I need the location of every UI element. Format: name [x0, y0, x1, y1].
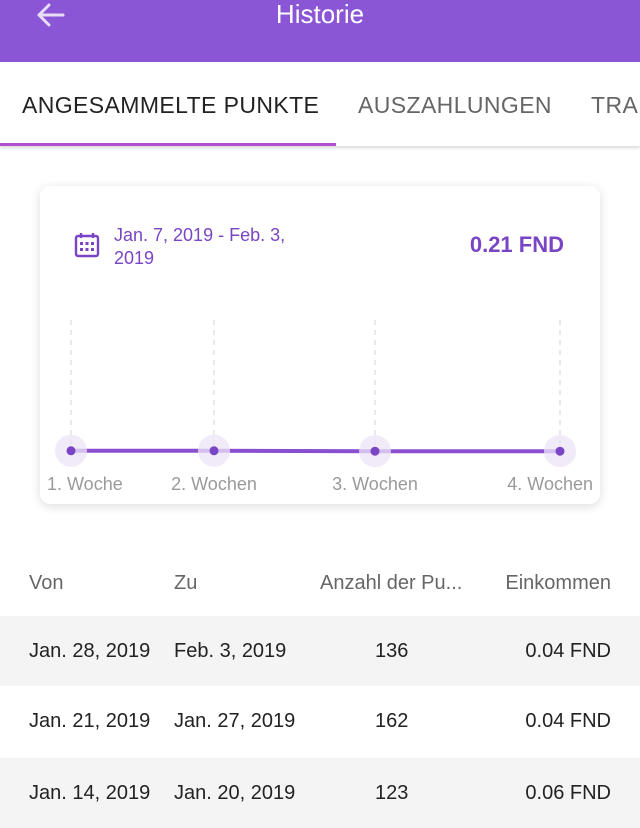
x-tick-label: 3. Wochen: [332, 474, 418, 494]
table-row: Jan. 28, 2019 Feb. 3, 2019 136 0.04 FND: [0, 616, 640, 686]
table-row: Jan. 14, 2019 Jan. 20, 2019 123 0.06 FND: [0, 758, 640, 828]
tab-auszahlungen[interactable]: AUSZAHLUNGEN: [358, 62, 552, 146]
column-header-zu: Zu: [174, 572, 197, 595]
cell-zu: Feb. 3, 2019: [174, 640, 286, 663]
tab-indicator: [0, 143, 336, 146]
tab-bar: ANGESAMMELTE PUNKTE AUSZAHLUNGEN TRA: [0, 62, 640, 146]
column-header-von: Von: [29, 572, 63, 595]
cell-einkommen: 0.06 FND: [525, 782, 611, 805]
cell-von: Jan. 28, 2019: [29, 640, 150, 663]
cell-einkommen: 0.04 FND: [525, 640, 611, 663]
cell-von: Jan. 21, 2019: [29, 710, 150, 733]
x-tick-label: 4. Wochen: [507, 474, 593, 494]
page-title: Historie: [0, 0, 640, 28]
column-header-anzahl: Anzahl der Pu...: [320, 572, 462, 595]
cell-von: Jan. 14, 2019: [29, 782, 150, 805]
calendar-icon: [74, 232, 100, 258]
chart-point[interactable]: [371, 447, 380, 456]
table-row: Jan. 21, 2019 Jan. 27, 2019 162 0.04 FND: [0, 686, 640, 756]
table-header: Von Zu Anzahl der Pu... Einkommen: [0, 548, 640, 616]
app-bar: Historie: [0, 0, 640, 62]
cell-einkommen: 0.04 FND: [525, 710, 611, 733]
line-chart: 1. Woche 2. Wochen 3. Wochen 4. Wochen: [40, 300, 600, 500]
cell-anzahl: 123: [375, 782, 408, 805]
chart-point[interactable]: [67, 446, 76, 455]
tab-angesammelte-punkte[interactable]: ANGESAMMELTE PUNKTE: [22, 62, 319, 146]
cell-anzahl: 162: [375, 710, 408, 733]
x-tick-label: 1. Woche: [47, 474, 123, 494]
chart-point[interactable]: [556, 447, 565, 456]
cell-zu: Jan. 27, 2019: [174, 710, 295, 733]
column-header-einkommen: Einkommen: [505, 572, 611, 595]
tab-third[interactable]: TRA: [591, 62, 638, 146]
total-amount: 0.21 FND: [470, 232, 564, 258]
chart-point[interactable]: [210, 446, 219, 455]
date-range-line-1: Jan. 7, 2019 - Feb. 3,: [114, 224, 314, 247]
cell-zu: Jan. 20, 2019: [174, 782, 295, 805]
cell-anzahl: 136: [375, 640, 408, 663]
date-range-line-2: 2019: [114, 247, 314, 270]
x-tick-label: 2. Wochen: [171, 474, 257, 494]
